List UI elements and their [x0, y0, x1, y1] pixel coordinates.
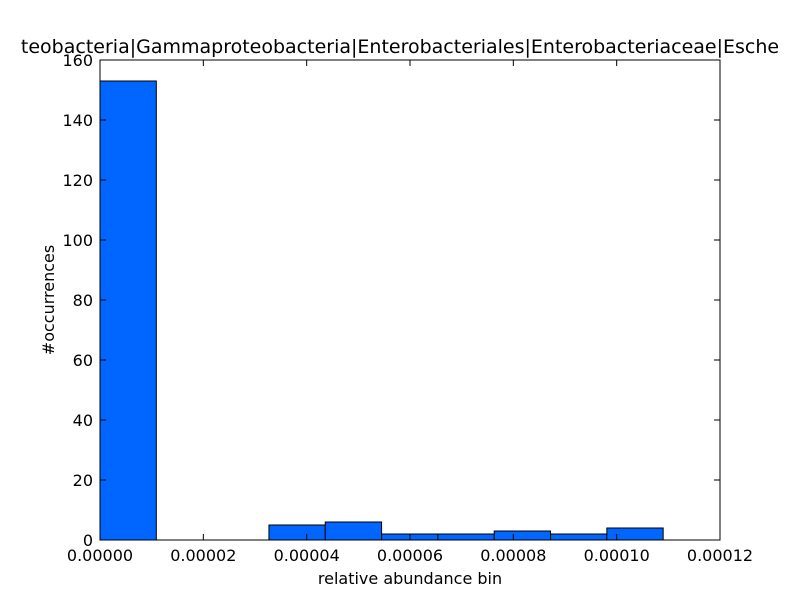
histogram-bar [606, 527, 664, 541]
y-tick-label: 60 [73, 351, 93, 370]
x-tick-label: 0.00002 [170, 546, 236, 565]
histogram-bar [268, 524, 326, 541]
x-tick-label: 0.00000 [67, 546, 133, 565]
y-tick-label: 80 [73, 291, 93, 310]
chart-title: teobacteria|Gammaproteobacteria|Enteroba… [21, 36, 779, 58]
histogram-bar [99, 80, 157, 541]
x-tick-label: 0.00012 [687, 546, 753, 565]
histogram-bar [493, 530, 552, 541]
y-tick-label: 0 [83, 531, 93, 550]
y-axis-label: #occurrences [39, 245, 58, 355]
x-tick-label: 0.00006 [377, 546, 443, 565]
y-tick-label: 160 [62, 51, 93, 70]
histogram-bar [437, 533, 495, 541]
ticks-group: 0.00000 0.00002 0.00004 0.00006 0.00008 0.000… [62, 51, 753, 565]
y-tick-label: 140 [62, 111, 93, 130]
y-tick-label: 40 [73, 411, 93, 430]
y-tick-label: 100 [62, 231, 93, 250]
x-axis-label: relative abundance bin [318, 569, 502, 588]
histogram-bar [324, 521, 383, 541]
x-tick-label: 0.00008 [480, 546, 546, 565]
x-tick-label: 0.00004 [274, 546, 340, 565]
y-tick-label: 20 [73, 471, 93, 490]
x-tick-label: 0.00010 [584, 546, 650, 565]
histogram-bar [550, 533, 608, 541]
y-tick-label: 120 [62, 171, 93, 190]
